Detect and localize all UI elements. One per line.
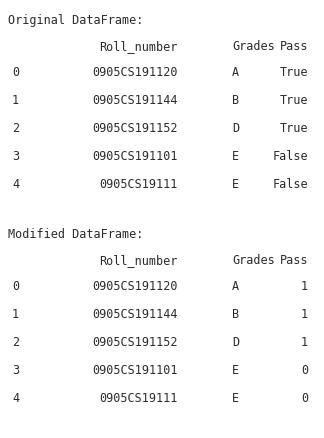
Text: Roll_number: Roll_number: [99, 40, 178, 53]
Text: 3: 3: [12, 150, 19, 163]
Text: True: True: [280, 66, 308, 79]
Text: Original DataFrame:: Original DataFrame:: [8, 14, 144, 27]
Text: Pass: Pass: [280, 254, 308, 267]
Text: 4: 4: [12, 178, 19, 191]
Text: 0905CS191144: 0905CS191144: [92, 308, 178, 321]
Text: B: B: [232, 308, 239, 321]
Text: E: E: [232, 392, 239, 405]
Text: True: True: [280, 122, 308, 135]
Text: Grades: Grades: [232, 254, 275, 267]
Text: 0905CS19111: 0905CS19111: [99, 178, 178, 191]
Text: True: True: [280, 94, 308, 107]
Text: 0905CS191120: 0905CS191120: [92, 66, 178, 79]
Text: 2: 2: [12, 122, 19, 135]
Text: D: D: [232, 122, 239, 135]
Text: D: D: [232, 336, 239, 349]
Text: Modified DataFrame:: Modified DataFrame:: [8, 228, 144, 241]
Text: 0: 0: [301, 392, 308, 405]
Text: E: E: [232, 178, 239, 191]
Text: 0: 0: [301, 364, 308, 377]
Text: 0: 0: [12, 66, 19, 79]
Text: 0905CS191101: 0905CS191101: [92, 364, 178, 377]
Text: 0905CS19111: 0905CS19111: [99, 392, 178, 405]
Text: False: False: [272, 178, 308, 191]
Text: 0905CS191101: 0905CS191101: [92, 150, 178, 163]
Text: A: A: [232, 280, 239, 293]
Text: 3: 3: [12, 364, 19, 377]
Text: 0905CS191152: 0905CS191152: [92, 122, 178, 135]
Text: 0: 0: [12, 280, 19, 293]
Text: E: E: [232, 150, 239, 163]
Text: 0905CS191152: 0905CS191152: [92, 336, 178, 349]
Text: 1: 1: [301, 336, 308, 349]
Text: 0905CS191144: 0905CS191144: [92, 94, 178, 107]
Text: 2: 2: [12, 336, 19, 349]
Text: Pass: Pass: [280, 40, 308, 53]
Text: False: False: [272, 150, 308, 163]
Text: A: A: [232, 66, 239, 79]
Text: Grades: Grades: [232, 40, 275, 53]
Text: 1: 1: [301, 308, 308, 321]
Text: B: B: [232, 94, 239, 107]
Text: 1: 1: [12, 94, 19, 107]
Text: Roll_number: Roll_number: [99, 254, 178, 267]
Text: 0905CS191120: 0905CS191120: [92, 280, 178, 293]
Text: 1: 1: [301, 280, 308, 293]
Text: 1: 1: [12, 308, 19, 321]
Text: E: E: [232, 364, 239, 377]
Text: 4: 4: [12, 392, 19, 405]
